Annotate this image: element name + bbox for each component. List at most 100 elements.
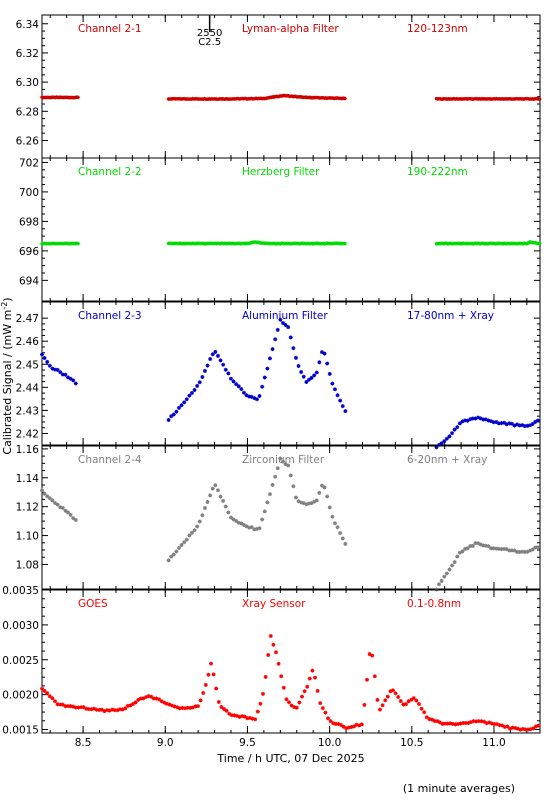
panel-filter-label: Zirconium Filter — [242, 454, 325, 466]
data-point — [370, 653, 375, 658]
y-axis-title-text: Calibrated Signal / (mW m — [1, 310, 14, 455]
data-point — [172, 704, 177, 709]
data-point — [473, 416, 478, 421]
data-point — [393, 691, 398, 696]
data-point — [68, 704, 73, 709]
data-point — [323, 710, 328, 715]
data-point — [211, 672, 216, 677]
data-point — [537, 241, 542, 246]
data-point — [301, 374, 306, 379]
data-point — [304, 502, 309, 507]
y-tick-label: 1.16 — [16, 444, 40, 456]
data-point — [66, 510, 70, 515]
data-point — [507, 548, 512, 553]
data-point — [286, 325, 291, 330]
data-point — [174, 409, 179, 414]
data-point — [505, 724, 510, 729]
data-point — [253, 717, 258, 722]
data-point — [344, 726, 349, 731]
panel-channel-label: Channel 2-4 — [78, 454, 142, 466]
data-point — [99, 707, 104, 712]
data-point — [262, 375, 267, 380]
data-point — [288, 335, 293, 340]
data-point — [289, 703, 294, 708]
data-point — [517, 550, 522, 555]
data-point — [288, 473, 293, 478]
data-point — [81, 705, 86, 710]
data-point — [521, 726, 525, 731]
data-point — [434, 445, 439, 450]
data-point — [221, 362, 226, 367]
data-point — [71, 704, 76, 709]
data-point — [50, 366, 55, 371]
data-point — [226, 371, 231, 376]
panel-channel-label: Channel 2-3 — [78, 310, 142, 322]
data-point — [219, 704, 224, 709]
y-tick-label: 0.0030 — [2, 620, 39, 632]
data-point — [240, 714, 245, 719]
data-point — [177, 706, 182, 711]
data-point — [278, 456, 283, 461]
data-point — [50, 696, 55, 701]
panel-filter-label: Herzberg Filter — [242, 166, 320, 178]
data-point — [73, 518, 78, 523]
data-point — [512, 423, 517, 428]
panel-filter-label: Aluminium Filter — [242, 310, 328, 322]
data-point — [533, 419, 538, 424]
data-point — [517, 423, 522, 428]
y-tick-label: 2.46 — [16, 336, 40, 348]
data-point — [322, 351, 327, 356]
data-point — [50, 498, 55, 503]
data-point — [287, 700, 291, 705]
data-point — [502, 547, 507, 552]
data-point — [378, 707, 382, 712]
data-point — [159, 699, 164, 704]
data-point — [494, 419, 499, 424]
data-point — [47, 694, 52, 699]
data-point — [509, 548, 514, 553]
data-point — [215, 353, 220, 358]
data-point — [66, 704, 70, 709]
data-point — [409, 697, 414, 702]
data-point — [476, 415, 481, 420]
data-point — [55, 702, 60, 707]
data-point — [66, 375, 70, 380]
data-point — [71, 516, 76, 521]
data-point — [494, 546, 499, 551]
data-point — [325, 494, 330, 499]
y-tick-label: 2.47 — [16, 313, 39, 325]
data-point — [227, 711, 232, 716]
y-tick-label: 1.10 — [16, 531, 39, 543]
data-point — [359, 722, 364, 727]
y-tick-label: 694 — [19, 275, 39, 287]
data-point — [265, 500, 270, 505]
data-point — [448, 721, 453, 726]
flare-marker: 2550 C2.5 — [197, 15, 222, 48]
data-point — [322, 485, 327, 490]
data-point — [486, 544, 491, 549]
data-point — [313, 675, 317, 680]
y-tick-label: 6.28 — [16, 106, 39, 118]
data-point — [417, 702, 421, 707]
data-point — [479, 719, 484, 724]
data-point — [474, 719, 479, 724]
y-tick-label: 2.42 — [16, 428, 39, 440]
data-point — [125, 703, 130, 708]
data-point — [255, 709, 260, 714]
y-tick-label: 6.32 — [16, 48, 39, 60]
data-point — [208, 357, 213, 362]
data-point — [486, 418, 491, 423]
data-point — [284, 697, 289, 702]
data-point — [349, 724, 354, 729]
data-point — [439, 578, 444, 583]
data-point — [291, 484, 296, 489]
data-point — [169, 414, 174, 419]
data-point — [297, 700, 302, 705]
y-tick-label: 0.0035 — [2, 585, 39, 597]
data-point — [247, 394, 252, 399]
data-point — [252, 396, 257, 401]
data-point — [509, 421, 514, 426]
data-point — [487, 720, 492, 725]
data-point — [442, 439, 447, 444]
data-point — [476, 541, 481, 546]
